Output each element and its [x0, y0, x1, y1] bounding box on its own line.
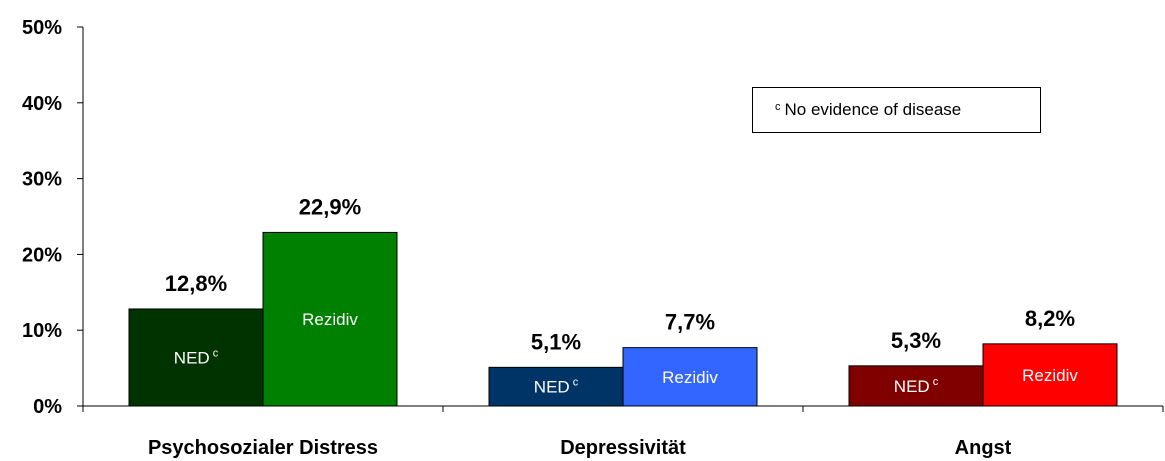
y-tick-label: 10% [22, 320, 62, 342]
bar [622, 347, 758, 407]
bar [128, 308, 264, 407]
bar [488, 366, 624, 407]
in-bar-label: Rezidiv [662, 368, 718, 387]
y-tick-label: 50% [22, 17, 62, 39]
in-bar-label-text: NED [894, 377, 930, 396]
bar [262, 231, 398, 407]
in-bar-label: NED c [174, 347, 219, 367]
y-tick-label: 30% [22, 169, 62, 191]
in-bar-label-text: NED [534, 378, 570, 397]
labels: Psychosozialer Distress Depressivität Angs… [148, 194, 1078, 459]
in-bar-label: Rezidiv [1022, 366, 1078, 385]
value-label: 22,9% [299, 194, 361, 219]
value-label: 5,3% [891, 328, 941, 353]
legend-note: c No evidence of disease [752, 87, 1041, 133]
value-label: 8,2% [1025, 306, 1075, 331]
in-bar-label: Rezidiv [302, 310, 358, 329]
in-bar-superscript: c [213, 347, 219, 359]
value-label: 12,8% [165, 271, 227, 296]
y-tick-label: 20% [22, 244, 62, 266]
y-tick-label: 40% [22, 93, 62, 115]
bars [128, 231, 1118, 407]
x-category-label: Psychosozialer Distress [148, 437, 378, 459]
y-tick-label: 0% [33, 396, 62, 418]
in-bar-label-text: Rezidiv [302, 310, 358, 329]
note-superscript: c [775, 101, 781, 113]
bar [848, 365, 984, 407]
note-text: No evidence of disease [784, 100, 962, 119]
in-bar-label-text: Rezidiv [662, 368, 718, 387]
in-bar-superscript: c [573, 377, 579, 389]
x-category-label: Depressivität [560, 437, 686, 459]
in-bar-label-text: Rezidiv [1022, 366, 1078, 385]
in-bar-label-text: NED [174, 348, 210, 367]
in-bar-label: NED c [894, 376, 939, 396]
in-bar-label: NED c [534, 377, 579, 397]
value-label: 7,7% [665, 310, 715, 335]
x-category-label: Angst [955, 437, 1012, 459]
value-label: 5,1% [531, 329, 581, 354]
bar [982, 343, 1118, 407]
in-bar-superscript: c [933, 376, 939, 388]
